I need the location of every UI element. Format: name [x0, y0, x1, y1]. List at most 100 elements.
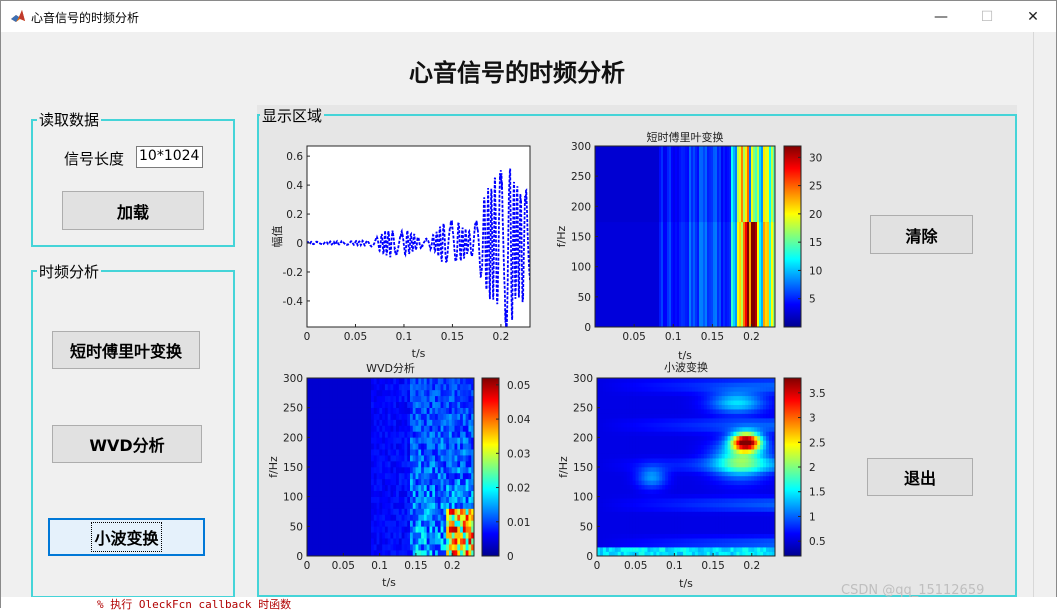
wavelet-cell — [772, 426, 776, 432]
wavelet-cell — [605, 493, 610, 499]
wvd-cell — [435, 478, 439, 486]
wavelet-cell — [653, 400, 657, 405]
close-button[interactable]: ✕ — [1010, 1, 1056, 32]
wvd-cell — [415, 455, 419, 462]
wvd-cell — [398, 502, 402, 509]
signal-length-input[interactable]: 10*1024 — [136, 146, 203, 168]
wavelet-cell — [742, 391, 746, 397]
wvd-cell — [362, 532, 366, 539]
stft-cell — [671, 146, 674, 223]
wavelet-cell — [754, 400, 758, 405]
wvd-cell — [462, 395, 466, 403]
wavelet-cell — [620, 493, 624, 499]
wvd-cell — [384, 467, 389, 474]
wvd-cell — [460, 461, 464, 468]
wvd-cell — [435, 508, 439, 515]
wvd-cell — [440, 502, 444, 509]
wavelet-cell — [739, 378, 743, 383]
wvd-cell — [357, 538, 361, 545]
wvd-cell — [429, 395, 433, 403]
wvd-cell — [446, 425, 450, 432]
wavelet-cell — [611, 409, 616, 414]
wvd-cell — [307, 550, 311, 557]
wvd-cell — [387, 455, 391, 462]
wavelet-cell — [730, 489, 734, 494]
wavelet-cell — [677, 418, 681, 423]
wvd-cell — [320, 461, 324, 468]
wavelet-cell — [597, 484, 601, 490]
wavelet-cell — [691, 382, 696, 388]
wavelet-cell — [680, 502, 684, 508]
wvd-cell — [373, 413, 377, 420]
stft-cell — [763, 146, 766, 223]
wavelet-cell — [760, 502, 764, 508]
wavelet-cell — [650, 422, 654, 428]
wvd-cell — [457, 490, 461, 497]
wvd-cell — [437, 378, 441, 385]
wavelet-cell — [659, 426, 663, 432]
wvd-cell — [382, 378, 386, 385]
wavelet-cell — [683, 462, 687, 468]
wavelet-cell — [650, 431, 654, 437]
wavelet-cell — [605, 547, 610, 552]
wvd-cell — [307, 484, 311, 492]
wavelet-cell — [662, 386, 666, 392]
wavelet-cell — [644, 404, 648, 410]
wvd-cell — [460, 437, 464, 444]
wvd-cell — [329, 413, 333, 420]
wvd-cell — [318, 461, 322, 468]
wvd-button[interactable]: WVD分析 — [52, 425, 202, 463]
wvd-cell — [379, 443, 383, 450]
stft-button[interactable]: 短时傅里叶变换 — [52, 331, 200, 369]
wvd-cell — [451, 467, 455, 474]
exit-button[interactable]: 退出 — [867, 458, 973, 496]
wvd-cell — [393, 431, 397, 438]
wavelet-cell — [599, 475, 604, 481]
wvd-cell — [340, 449, 344, 456]
wvd-cell — [429, 413, 433, 420]
wavelet-cell — [668, 498, 672, 503]
wavelet-cell — [597, 404, 601, 410]
wvd-cell — [373, 526, 377, 533]
wavelet-cell — [647, 426, 651, 432]
wavelet-cell — [703, 426, 708, 432]
wvd-cell — [323, 437, 327, 444]
wavelet-cell — [694, 538, 699, 543]
title-bar[interactable]: 心音信号的时频分析 — ☐ ✕ — [1, 1, 1056, 32]
stft-cell — [739, 146, 742, 223]
wvd-cell — [348, 532, 352, 539]
wavelet-cell — [665, 378, 669, 383]
wvd-cell — [443, 490, 447, 497]
clear-button[interactable]: 清除 — [870, 215, 973, 254]
stft-cell — [669, 222, 672, 327]
wavelet-cell — [751, 404, 755, 410]
wavelet-cell — [665, 542, 669, 548]
wavelet-cell — [683, 507, 687, 512]
wvd-cell — [468, 461, 472, 468]
wavelet-cell — [617, 404, 622, 410]
wavelet-cell — [745, 458, 749, 463]
wavelet-cell — [697, 542, 702, 548]
wavelet-cell — [605, 484, 610, 490]
wavelet-cell — [763, 400, 767, 405]
vertical-scrollbar[interactable] — [1033, 32, 1056, 607]
wvd-cell — [323, 496, 327, 503]
wvd-cell — [384, 526, 389, 533]
load-button[interactable]: 加载 — [62, 191, 204, 230]
wavelet-cell — [623, 533, 627, 539]
wavelet-title: 小波变换 — [664, 360, 708, 374]
wvd-cell — [318, 544, 322, 551]
wvd-cell — [460, 496, 464, 503]
wavelet-button[interactable]: 小波变换 — [48, 518, 205, 556]
wvd-cell — [457, 413, 461, 420]
minimize-button[interactable]: — — [918, 1, 964, 32]
wavelet-cell — [694, 524, 699, 530]
wavelet-cell — [769, 493, 773, 499]
wvd-cell — [387, 437, 391, 444]
wvd-cell — [396, 389, 400, 397]
wvd-cell — [348, 496, 352, 503]
maximize-button[interactable]: ☐ — [964, 1, 1010, 32]
wvd-cell — [368, 538, 372, 545]
wavelet-cell — [727, 453, 731, 459]
